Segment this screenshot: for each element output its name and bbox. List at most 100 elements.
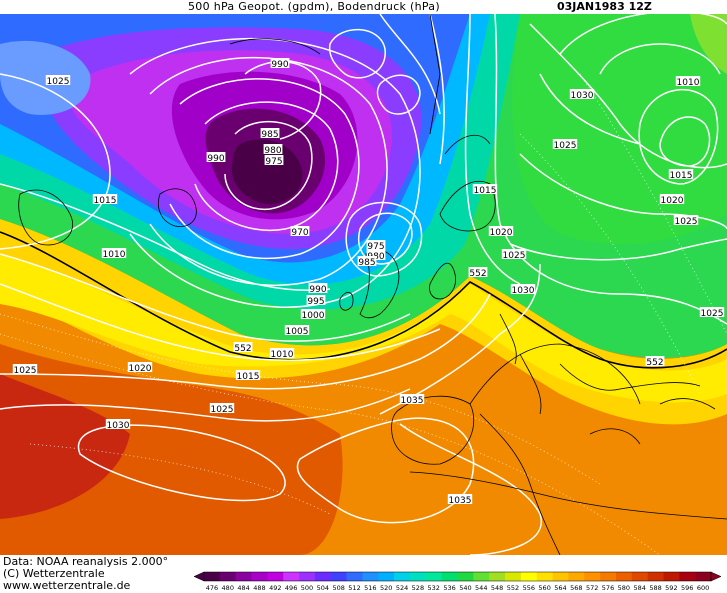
legend-value: 532 bbox=[428, 584, 440, 591]
isobar-label: 975 bbox=[367, 242, 384, 252]
isobar-label: 1015 bbox=[94, 196, 117, 206]
isobar-label: 1020 bbox=[490, 228, 513, 238]
chart-title: 500 hPa Geopot. (gpdm), Bodendruck (hPa) bbox=[188, 0, 440, 13]
isobar-label: 552 bbox=[646, 358, 663, 368]
isobar-label: 1010 bbox=[677, 78, 700, 88]
isobar-label: 552 bbox=[234, 344, 251, 354]
field-red bbox=[0, 374, 130, 519]
isobar-label-bg bbox=[488, 226, 514, 236]
legend-swatch bbox=[631, 572, 648, 581]
legend-swatch bbox=[552, 572, 569, 581]
isobar-label-bg bbox=[269, 348, 295, 358]
isobar-label: 990 bbox=[271, 60, 288, 70]
legend-value: 544 bbox=[475, 584, 487, 591]
isobar-label-bg bbox=[264, 155, 284, 165]
isobar-label: 1015 bbox=[670, 171, 693, 181]
isobar-label-bg bbox=[235, 370, 261, 380]
isobar-label-bg bbox=[659, 194, 685, 204]
isobar-label: 985 bbox=[358, 258, 375, 268]
isobar-label: 980 bbox=[264, 146, 281, 156]
legend-swatch bbox=[584, 572, 601, 581]
isobar-label-bg bbox=[263, 144, 283, 154]
isobar-label: 1030 bbox=[107, 421, 130, 431]
isobar-label: 1025 bbox=[47, 77, 70, 87]
legend-outline bbox=[203, 571, 712, 582]
field-green-east bbox=[512, 14, 727, 245]
geopotential-map: 9901025985980975990101597097598098510109… bbox=[0, 14, 727, 555]
isobar-label: 1025 bbox=[211, 405, 234, 415]
legend-swatch bbox=[505, 572, 522, 581]
isobar-label-bg bbox=[127, 362, 153, 372]
legend-arrow-left bbox=[194, 571, 205, 582]
isobar-label-bg bbox=[699, 307, 725, 317]
color-legend: 476 480 484 488 492 496 500 504 508 512 516 520 524 5… bbox=[194, 571, 721, 591]
legend-value: 556 bbox=[523, 584, 535, 591]
isobar-label: 1025 bbox=[14, 366, 37, 376]
isobar-label: 1030 bbox=[571, 91, 594, 101]
isobar-label-bg bbox=[447, 494, 473, 504]
legend-swatch bbox=[457, 572, 474, 581]
website-link[interactable]: www.wetterzentrale.de bbox=[3, 579, 131, 592]
legend-swatch bbox=[283, 572, 300, 581]
isobar-label: 1035 bbox=[449, 496, 472, 506]
legend-value: 600 bbox=[697, 584, 709, 591]
chart-title-bar: 500 hPa Geopot. (gpdm), Bodendruck (hPa)… bbox=[0, 0, 727, 14]
legend-value: 512 bbox=[348, 584, 360, 591]
isobar-label-bg bbox=[357, 256, 377, 266]
legend-swatch bbox=[204, 572, 221, 581]
legend-value: 560 bbox=[538, 584, 550, 591]
field-yellowgreen bbox=[690, 14, 727, 74]
isobar-label-bg bbox=[552, 139, 578, 149]
legend-value: 528 bbox=[412, 584, 424, 591]
legend-swatch bbox=[473, 572, 490, 581]
isobar-label-bg bbox=[569, 89, 595, 99]
legend-swatch bbox=[520, 572, 538, 581]
legend-value: 584 bbox=[633, 584, 645, 591]
legend-value: 484 bbox=[237, 584, 249, 591]
isobar-label: 1000 bbox=[302, 311, 325, 321]
isobar-label-bg bbox=[366, 250, 386, 260]
isobar-label: 990 bbox=[207, 154, 224, 164]
legend-swatch bbox=[536, 572, 553, 581]
legend-swatch bbox=[299, 572, 316, 581]
isobar-label: 975 bbox=[265, 157, 282, 167]
legend-swatch bbox=[314, 572, 332, 581]
legend-swatch bbox=[695, 572, 712, 581]
legend-swatch bbox=[441, 572, 458, 581]
field-low-core bbox=[231, 139, 303, 205]
isobar-label-bg bbox=[468, 267, 488, 277]
legend-value: 488 bbox=[253, 584, 265, 591]
isobar-label: 1020 bbox=[661, 196, 684, 206]
isobar-label: 1010 bbox=[103, 250, 126, 260]
legend-value: 564 bbox=[554, 584, 566, 591]
isobar-label-bg bbox=[290, 226, 310, 236]
isobar-label-bg bbox=[92, 194, 118, 204]
field-yellow-light bbox=[0, 254, 727, 403]
isobar-label-bg bbox=[101, 248, 127, 258]
field-orange-dark bbox=[0, 344, 343, 555]
legend-swatch bbox=[267, 572, 284, 581]
legend-swatch bbox=[679, 572, 696, 581]
isobar-label-bg bbox=[308, 283, 328, 293]
legend-swatch bbox=[346, 572, 363, 581]
legend-swatch bbox=[330, 572, 347, 581]
isobar-label-bg bbox=[233, 342, 253, 352]
legend-value: 508 bbox=[332, 584, 344, 591]
isobar-label: 1020 bbox=[129, 364, 152, 374]
legend-value: 500 bbox=[301, 584, 313, 591]
isobar-label-bg bbox=[12, 364, 38, 374]
map-area: 9901025985980975990101597097598098510109… bbox=[0, 14, 727, 555]
isobar-label-bg bbox=[675, 76, 701, 86]
legend-swatch bbox=[251, 572, 268, 581]
isobar-label: 1025 bbox=[554, 141, 577, 151]
data-source: Data: NOAA reanalysis 2.000° bbox=[3, 555, 169, 568]
legend-swatch bbox=[362, 572, 379, 581]
legend-swatch bbox=[235, 572, 252, 581]
geopotential-lines bbox=[0, 73, 727, 555]
legend-value: 480 bbox=[222, 584, 234, 591]
legend-value: 496 bbox=[285, 584, 297, 591]
isobar-label: 1025 bbox=[503, 251, 526, 261]
legend-swatch bbox=[394, 572, 411, 581]
isobar-label-bg bbox=[399, 394, 425, 404]
legend-value: 476 bbox=[206, 584, 218, 591]
